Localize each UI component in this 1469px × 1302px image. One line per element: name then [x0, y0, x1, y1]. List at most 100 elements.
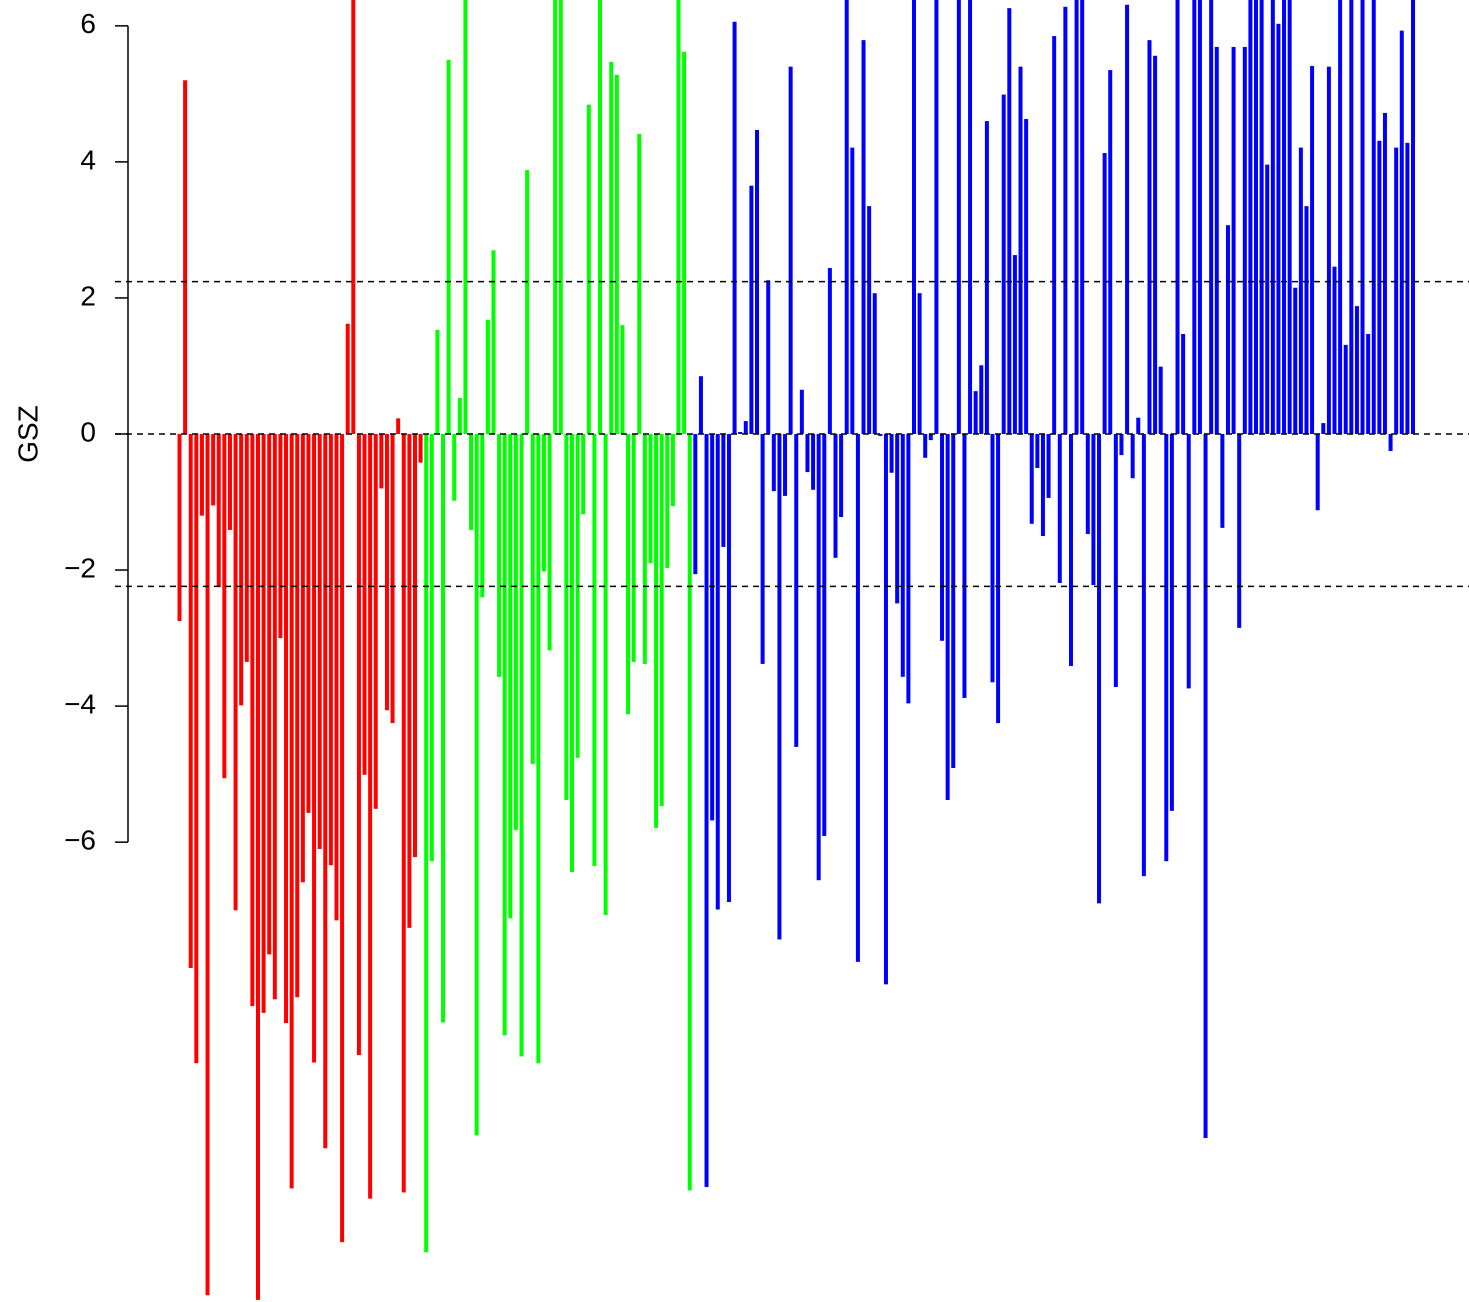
bar	[1382, 112, 1387, 434]
bar	[244, 434, 249, 662]
bar	[1147, 40, 1152, 434]
bar	[289, 434, 294, 1189]
bar	[469, 434, 474, 530]
bar	[569, 434, 574, 873]
bar	[1057, 434, 1062, 583]
bar	[631, 434, 636, 662]
bar	[973, 391, 978, 434]
bar	[799, 389, 804, 434]
bar	[407, 434, 412, 928]
bar	[1214, 46, 1219, 434]
bar	[1035, 434, 1040, 469]
bar	[1136, 417, 1141, 434]
bar	[1108, 70, 1113, 435]
bar	[239, 434, 244, 706]
bar	[945, 434, 950, 800]
bar	[334, 434, 339, 921]
bar	[541, 434, 546, 572]
bar	[267, 434, 272, 955]
bar	[911, 0, 916, 434]
bar	[687, 434, 692, 1191]
bar	[861, 40, 866, 434]
bar	[272, 434, 277, 1000]
bar	[710, 434, 715, 821]
bar	[1293, 287, 1298, 434]
bar	[816, 434, 821, 881]
bar	[917, 293, 922, 434]
bar	[485, 319, 490, 434]
bar	[1068, 434, 1073, 666]
bar	[1276, 23, 1281, 434]
bar	[1377, 140, 1382, 435]
bar	[598, 0, 603, 434]
bar	[412, 434, 417, 858]
y-tick-label: −6	[64, 825, 96, 856]
bar	[693, 434, 698, 575]
bar	[581, 434, 586, 515]
bar	[491, 250, 496, 434]
bar	[609, 61, 614, 434]
bar	[1046, 434, 1051, 498]
bar	[1237, 434, 1242, 628]
bar	[1125, 4, 1130, 435]
y-axis-label: GSZ	[12, 405, 43, 463]
bar	[1113, 434, 1118, 688]
bar	[525, 170, 530, 435]
bar	[951, 434, 956, 769]
bar	[351, 0, 356, 434]
bar	[480, 434, 485, 598]
bar	[990, 434, 995, 683]
bar	[1074, 0, 1079, 434]
bar	[822, 434, 827, 837]
bar	[721, 434, 726, 547]
bar	[379, 434, 384, 489]
bar	[396, 418, 401, 434]
bar	[1080, 0, 1085, 434]
bar	[805, 434, 810, 473]
bar	[1411, 0, 1415, 434]
bar	[626, 434, 631, 715]
bar	[1164, 434, 1169, 862]
bar	[833, 434, 838, 558]
bar	[698, 376, 703, 434]
bar	[441, 434, 446, 1023]
bar	[323, 434, 328, 1149]
bar	[1343, 344, 1348, 434]
bar	[1405, 142, 1410, 434]
bar	[1220, 434, 1225, 528]
bar	[216, 434, 221, 588]
bar	[783, 434, 788, 496]
y-tick-label: −2	[64, 552, 96, 583]
bar	[300, 434, 305, 883]
bar	[284, 434, 289, 1024]
bar	[1242, 46, 1247, 434]
bar	[956, 0, 961, 434]
bar	[255, 434, 260, 1300]
bar	[222, 434, 227, 779]
bar	[794, 434, 799, 747]
bar	[878, 434, 883, 437]
bar	[1158, 366, 1163, 434]
bar	[497, 434, 502, 677]
bar	[726, 434, 731, 903]
bar	[715, 434, 720, 910]
bar	[934, 0, 939, 434]
bar	[1332, 266, 1337, 434]
bar	[446, 59, 451, 435]
bar	[1001, 94, 1006, 434]
bar	[199, 434, 204, 516]
bar	[373, 434, 378, 809]
y-tick-label: −4	[64, 688, 96, 719]
bar	[760, 434, 765, 664]
y-tick-label: 4	[80, 144, 96, 175]
bar	[194, 434, 199, 1064]
bar	[177, 434, 182, 622]
bar	[883, 434, 888, 985]
bar	[1394, 147, 1399, 434]
bar	[429, 434, 434, 862]
bar	[648, 434, 653, 564]
bar	[979, 365, 984, 434]
bar	[530, 434, 535, 764]
bar	[642, 434, 647, 664]
bar	[962, 434, 967, 698]
